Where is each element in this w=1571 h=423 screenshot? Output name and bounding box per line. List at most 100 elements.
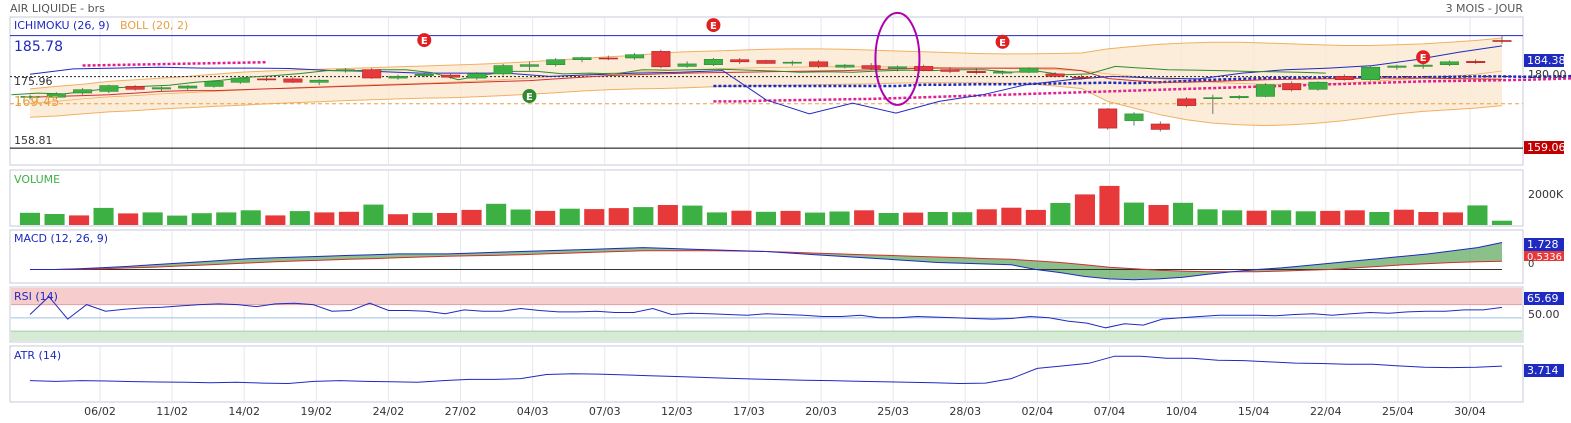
volume-bar bbox=[878, 213, 899, 225]
candle bbox=[598, 57, 618, 60]
event-marker: E bbox=[706, 18, 721, 33]
candle bbox=[677, 63, 697, 67]
candle bbox=[414, 74, 434, 76]
volume-bar bbox=[706, 212, 727, 225]
volume-bar bbox=[584, 209, 605, 225]
min-price-box bbox=[1524, 141, 1564, 154]
candle bbox=[335, 69, 355, 71]
volume-bar bbox=[510, 209, 531, 225]
chart-header: AIR LIQUIDE - brs 3 MOIS - JOUR bbox=[0, 0, 1571, 16]
candle bbox=[1492, 40, 1512, 42]
instrument-title: AIR LIQUIDE - brs bbox=[10, 2, 105, 15]
candle bbox=[1466, 61, 1486, 64]
atr-value-label: 3.714 bbox=[1527, 364, 1559, 377]
atr-panel-frame bbox=[9, 345, 1524, 403]
macd-panel-frame bbox=[9, 229, 1524, 284]
volume-bar bbox=[461, 209, 482, 225]
volume-bar bbox=[1148, 205, 1169, 225]
x-tick-label: 06/02 bbox=[84, 405, 116, 418]
x-tick-label: 07/03 bbox=[589, 405, 621, 418]
volume-bar bbox=[19, 212, 40, 225]
x-tick-label: 07/04 bbox=[1094, 405, 1126, 418]
event-circle bbox=[995, 34, 1010, 49]
candle bbox=[809, 61, 829, 67]
candle bbox=[703, 58, 723, 65]
candle bbox=[1203, 97, 1223, 99]
candle bbox=[1282, 83, 1302, 91]
volume-bar bbox=[118, 213, 139, 225]
rsi-value-label: 65.69 bbox=[1527, 292, 1559, 305]
volume-bar bbox=[1050, 203, 1071, 225]
volume-bar bbox=[69, 215, 90, 225]
x-tick-label: 04/03 bbox=[517, 405, 549, 418]
volume-bar bbox=[1001, 207, 1022, 225]
candle bbox=[204, 81, 224, 87]
candle bbox=[572, 57, 592, 60]
candle bbox=[861, 65, 881, 69]
volume-bar bbox=[1442, 212, 1463, 225]
volume-bar bbox=[535, 210, 556, 225]
volume-bar bbox=[976, 209, 997, 225]
rsi-mid-label: 50.00 bbox=[1528, 308, 1560, 321]
volume-bar bbox=[633, 207, 654, 225]
x-tick-label: 28/03 bbox=[949, 405, 981, 418]
kijun-line bbox=[29, 67, 1503, 98]
candle bbox=[1413, 64, 1433, 67]
volume-bar bbox=[927, 212, 948, 225]
candle bbox=[1439, 61, 1459, 65]
macd-signal-box bbox=[1524, 251, 1564, 261]
macd-value-label: 1.728 bbox=[1527, 238, 1559, 251]
volume-bar bbox=[755, 211, 776, 226]
volume-bar bbox=[903, 212, 924, 225]
x-tick-label: 20/03 bbox=[805, 405, 837, 418]
rsi-title: RSI (14) bbox=[14, 290, 58, 303]
candle bbox=[546, 59, 566, 66]
candle bbox=[914, 66, 934, 71]
volume-bar bbox=[1344, 210, 1365, 225]
candle bbox=[1177, 98, 1197, 106]
candle bbox=[467, 73, 487, 79]
x-tick-label: 22/04 bbox=[1310, 405, 1342, 418]
x-tick-label: 27/02 bbox=[445, 405, 477, 418]
last-price-label: 184.38 bbox=[1527, 54, 1566, 67]
macd-zero-label: 0 bbox=[1528, 259, 1534, 270]
volume-bar bbox=[1418, 212, 1439, 225]
event-marker: E bbox=[522, 89, 537, 104]
candle bbox=[151, 87, 171, 90]
candle bbox=[1308, 81, 1328, 90]
candle bbox=[362, 69, 382, 79]
volume-bar bbox=[1491, 220, 1512, 225]
price-panel-frame bbox=[9, 16, 1524, 166]
candle bbox=[1124, 113, 1144, 121]
volume-bar bbox=[952, 212, 973, 225]
ichimoku-title: ICHIMOKU (26, 9) bbox=[14, 19, 110, 32]
volume-bar bbox=[191, 213, 212, 225]
volume-bar bbox=[1099, 185, 1120, 225]
last-price-box bbox=[1524, 54, 1564, 67]
candle bbox=[388, 76, 408, 79]
senkou-span-lead bbox=[82, 60, 267, 67]
candle bbox=[283, 78, 303, 83]
atr-line bbox=[29, 355, 1503, 385]
candle bbox=[20, 96, 40, 98]
candle bbox=[966, 71, 986, 74]
chikou-line bbox=[11, 65, 1326, 96]
event-circle bbox=[522, 89, 537, 104]
candle bbox=[625, 54, 645, 59]
volume-bar bbox=[167, 215, 188, 225]
rsi-line bbox=[29, 295, 1503, 329]
volume-bar bbox=[1369, 212, 1390, 225]
volume-bar bbox=[1320, 210, 1341, 225]
candle bbox=[756, 60, 776, 64]
x-tick-label: 10/04 bbox=[1166, 405, 1198, 418]
candle bbox=[1019, 67, 1039, 73]
candle bbox=[257, 78, 277, 81]
volume-bar bbox=[731, 210, 752, 225]
macd-value-box bbox=[1524, 238, 1564, 251]
highlight-ellipse bbox=[874, 11, 921, 106]
volume-bar bbox=[314, 212, 335, 225]
volume-panel-frame bbox=[9, 169, 1524, 227]
volume-title: VOLUME bbox=[14, 173, 60, 186]
candle bbox=[99, 85, 119, 92]
rsi-oversold-zone bbox=[11, 331, 1522, 341]
